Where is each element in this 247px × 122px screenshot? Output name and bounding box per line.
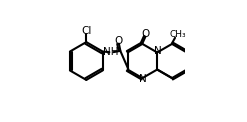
Text: N: N: [139, 74, 146, 84]
Text: O: O: [115, 36, 123, 46]
Text: Cl: Cl: [81, 26, 91, 36]
Text: NH: NH: [103, 47, 119, 57]
Text: CH₃: CH₃: [169, 30, 186, 39]
Text: O: O: [141, 29, 150, 39]
Text: N: N: [154, 46, 162, 56]
